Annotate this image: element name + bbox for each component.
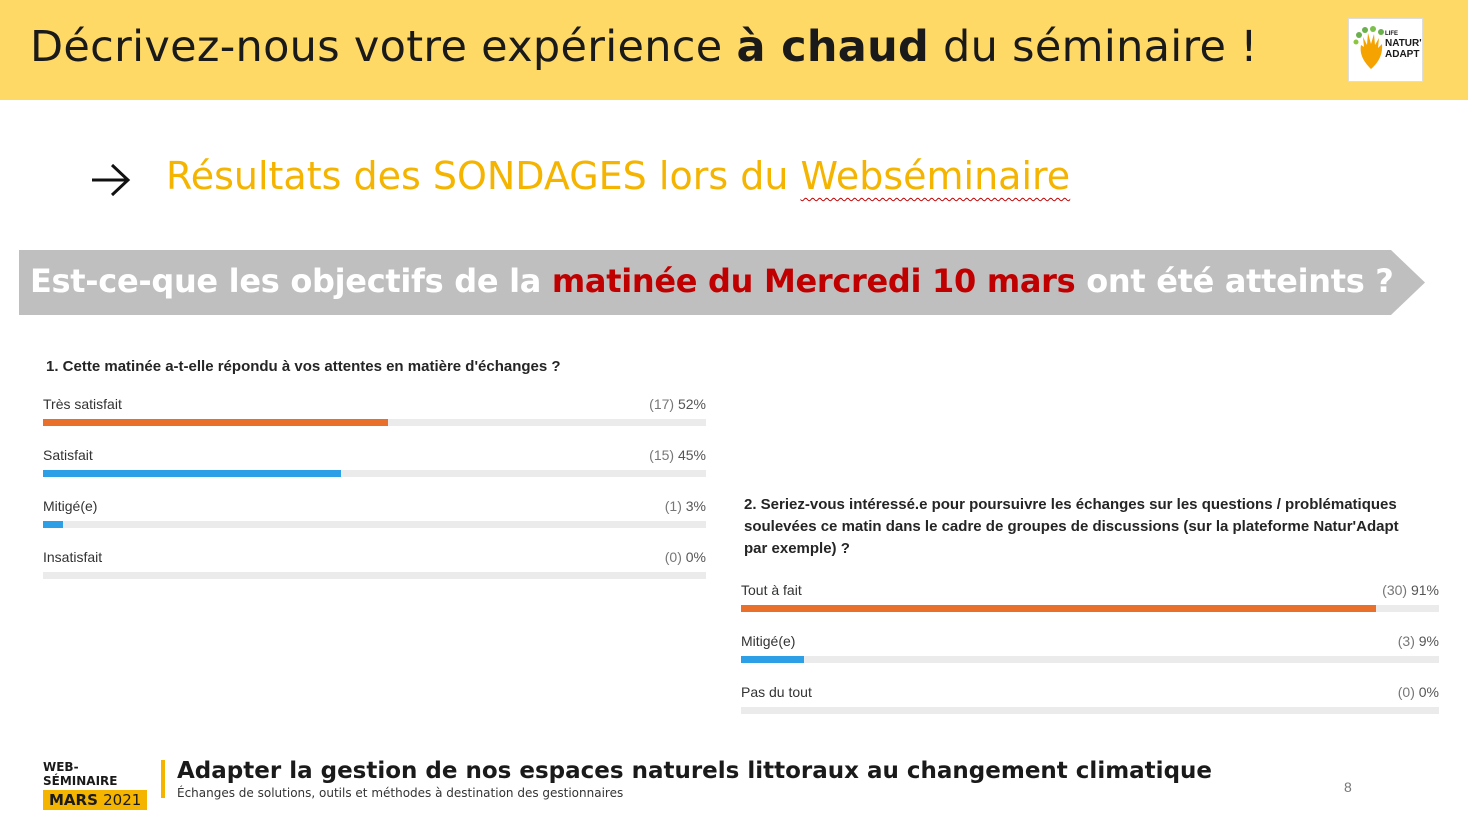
answer-value: (0) 0% — [1398, 684, 1439, 700]
answer-count: (30) — [1382, 582, 1408, 598]
footer-tag-label: WEB-SÉMINAIRE — [43, 760, 118, 788]
answer-label: Mitigé(e) — [741, 633, 796, 649]
answer-percent: 9% — [1418, 633, 1439, 649]
question-banner — [19, 250, 1425, 315]
poll-2-rows: Tout à fait (30) 91% Mitigé(e) (3) 9% Pas du… — [741, 582, 1439, 735]
answer-count: (17) — [649, 396, 675, 412]
answer-bar — [741, 605, 1377, 612]
poll-1-rows: Très satisfait (17) 52% Satisfait (15) 45% M… — [43, 396, 706, 600]
answer-value: (3) 9% — [1398, 633, 1439, 649]
answer-count: (1) — [664, 498, 682, 514]
answer-value: (17) 52% — [649, 396, 706, 412]
answer-label: Satisfait — [43, 447, 93, 463]
right-arrow-icon — [92, 163, 131, 197]
slide-title: Décrivez-nous votre expérience à chaud d… — [30, 22, 1258, 72]
answer-bar-track — [43, 419, 706, 426]
question-highlight: matinée du Mercredi 10 mars — [551, 262, 1076, 300]
answer-bar-track — [43, 521, 706, 528]
answer-label: Mitigé(e) — [43, 498, 98, 514]
answer-percent: 91% — [1410, 582, 1439, 598]
answer-count: (15) — [649, 447, 675, 463]
poll-2: 2. Seriez-vous intéressé.e pour poursuiv… — [741, 494, 1439, 735]
webseminaire-word: Webséminaire — [800, 154, 1071, 198]
logo-natur-text: NATUR' — [1385, 38, 1422, 49]
footer-title: Adapter la gestion de nos espaces nature… — [177, 758, 1212, 784]
header-band — [0, 0, 1468, 100]
answer-bar-track — [741, 707, 1439, 714]
poll-answer-row: Satisfait (15) 45% — [43, 447, 706, 498]
footer-subtitle: Échanges de solutions, outils et méthode… — [177, 786, 624, 800]
answer-percent: 3% — [685, 498, 706, 514]
logo-adapt-text: ADAPT — [1385, 49, 1420, 60]
footer-divider — [161, 760, 165, 798]
answer-count: (3) — [1397, 633, 1415, 649]
answer-label: Pas du tout — [741, 684, 812, 700]
poll-answer-row: Insatisfait (0) 0% — [43, 549, 706, 600]
poll-answer-row: Tout à fait (30) 91% — [741, 582, 1439, 633]
life-naturadapt-logo: LIFE NATUR' ADAPT — [1348, 18, 1423, 82]
poll-2-title: 2. Seriez-vous intéressé.e pour poursuiv… — [744, 496, 1399, 557]
poll-answer-row: Très satisfait (17) 52% — [43, 396, 706, 447]
slide-title-emphasis: à chaud — [736, 22, 930, 72]
footer-event-tag: WEB-SÉMINAIRE MARS 2021 — [43, 760, 153, 810]
answer-label: Insatisfait — [43, 549, 103, 565]
answer-bar-track — [43, 572, 706, 579]
poll-1-title: 1. Cette matinée a-t-elle répondu à vos … — [46, 358, 561, 375]
answer-bar — [741, 656, 804, 663]
answer-percent: 45% — [677, 447, 706, 463]
answer-value: (1) 3% — [665, 498, 706, 514]
answer-value: (15) 45% — [649, 447, 706, 463]
answer-bar — [43, 470, 342, 477]
poll-answer-row: Pas du tout (0) 0% — [741, 684, 1439, 735]
answer-bar — [43, 419, 388, 426]
answer-percent: 0% — [685, 549, 706, 565]
answer-percent: 0% — [1418, 684, 1439, 700]
question-text: Est-ce-que les objectifs de la matinée d… — [30, 262, 1394, 300]
page-number: 8 — [1344, 779, 1352, 795]
footer-tag-date: MARS 2021 — [43, 790, 148, 810]
section-subtitle: Résultats des SONDAGES lors du Websémina… — [166, 154, 1071, 198]
answer-bar — [43, 521, 63, 528]
logo-life-text: LIFE — [1385, 31, 1398, 37]
poll-answer-row: Mitigé(e) (1) 3% — [43, 498, 706, 549]
answer-label: Très satisfait — [43, 396, 122, 412]
leaf-hand-icon — [1353, 26, 1384, 69]
answer-count: (0) — [664, 549, 682, 565]
answer-bar-track — [741, 605, 1439, 612]
answer-label: Tout à fait — [741, 582, 802, 598]
answer-value: (30) 91% — [1382, 582, 1439, 598]
poll-answer-row: Mitigé(e) (3) 9% — [741, 633, 1439, 684]
answer-bar-track — [43, 470, 706, 477]
answer-bar-track — [741, 656, 1439, 663]
poll-1: 1. Cette matinée a-t-elle répondu à vos … — [43, 356, 706, 600]
answer-percent: 52% — [677, 396, 706, 412]
answer-count: (0) — [1397, 684, 1415, 700]
answer-value: (0) 0% — [665, 549, 706, 565]
